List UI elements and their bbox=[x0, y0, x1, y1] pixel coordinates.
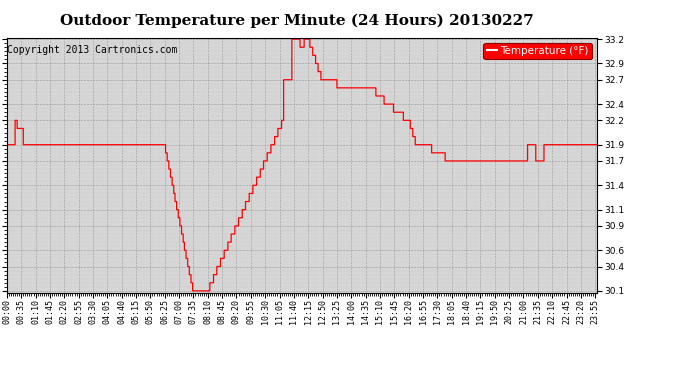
Legend: Temperature (°F): Temperature (°F) bbox=[484, 43, 591, 59]
Text: Copyright 2013 Cartronics.com: Copyright 2013 Cartronics.com bbox=[8, 45, 178, 55]
Text: Outdoor Temperature per Minute (24 Hours) 20130227: Outdoor Temperature per Minute (24 Hours… bbox=[60, 13, 533, 27]
